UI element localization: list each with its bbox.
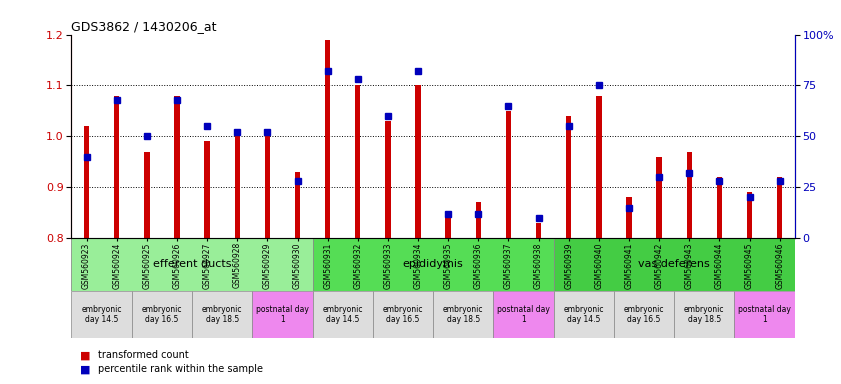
Text: ■: ■ xyxy=(80,364,90,374)
Bar xyxy=(505,111,511,238)
Bar xyxy=(777,177,782,238)
Text: efferent ducts: efferent ducts xyxy=(153,259,231,269)
Bar xyxy=(566,116,571,238)
Text: embryonic
day 18.5: embryonic day 18.5 xyxy=(202,305,242,324)
Bar xyxy=(446,213,451,238)
Bar xyxy=(536,223,542,238)
Bar xyxy=(385,121,390,238)
Bar xyxy=(313,291,373,338)
Bar xyxy=(295,172,300,238)
Bar xyxy=(717,177,722,238)
Bar xyxy=(747,192,752,238)
Text: postnatal day
1: postnatal day 1 xyxy=(497,305,550,324)
Bar xyxy=(192,291,252,338)
Bar xyxy=(84,126,89,238)
Bar xyxy=(627,197,632,238)
Bar xyxy=(355,86,361,238)
Bar xyxy=(144,152,150,238)
Text: embryonic
day 16.5: embryonic day 16.5 xyxy=(624,305,664,324)
Text: embryonic
day 14.5: embryonic day 14.5 xyxy=(322,305,363,324)
Bar xyxy=(252,291,313,338)
Text: epididymis: epididymis xyxy=(403,259,463,269)
Bar xyxy=(325,40,331,238)
Text: vas deferens: vas deferens xyxy=(638,259,710,269)
Text: embryonic
day 16.5: embryonic day 16.5 xyxy=(141,305,182,324)
Bar xyxy=(71,238,313,291)
Bar xyxy=(433,291,494,338)
Bar xyxy=(132,291,192,338)
Bar xyxy=(596,96,601,238)
Bar xyxy=(313,238,553,291)
Bar xyxy=(415,86,420,238)
Bar xyxy=(174,96,180,238)
Text: postnatal day
1: postnatal day 1 xyxy=(738,305,791,324)
Text: ■: ■ xyxy=(80,350,90,360)
Text: GDS3862 / 1430206_at: GDS3862 / 1430206_at xyxy=(71,20,217,33)
Bar xyxy=(235,136,240,238)
Bar xyxy=(476,202,481,238)
Bar xyxy=(204,141,209,238)
Bar xyxy=(265,136,270,238)
Bar xyxy=(553,291,614,338)
Bar xyxy=(71,291,132,338)
Text: embryonic
day 14.5: embryonic day 14.5 xyxy=(563,305,604,324)
Bar xyxy=(553,238,795,291)
Bar xyxy=(674,291,734,338)
Bar xyxy=(614,291,674,338)
Text: embryonic
day 16.5: embryonic day 16.5 xyxy=(383,305,423,324)
Bar xyxy=(686,152,692,238)
Text: embryonic
day 18.5: embryonic day 18.5 xyxy=(684,305,725,324)
Bar xyxy=(734,291,795,338)
Bar xyxy=(494,291,553,338)
Text: embryonic
day 14.5: embryonic day 14.5 xyxy=(82,305,122,324)
Bar xyxy=(114,96,119,238)
Text: postnatal day
1: postnatal day 1 xyxy=(256,305,309,324)
Text: percentile rank within the sample: percentile rank within the sample xyxy=(98,364,263,374)
Text: embryonic
day 18.5: embryonic day 18.5 xyxy=(443,305,484,324)
Bar xyxy=(657,157,662,238)
Bar xyxy=(373,291,433,338)
Text: transformed count: transformed count xyxy=(98,350,189,360)
